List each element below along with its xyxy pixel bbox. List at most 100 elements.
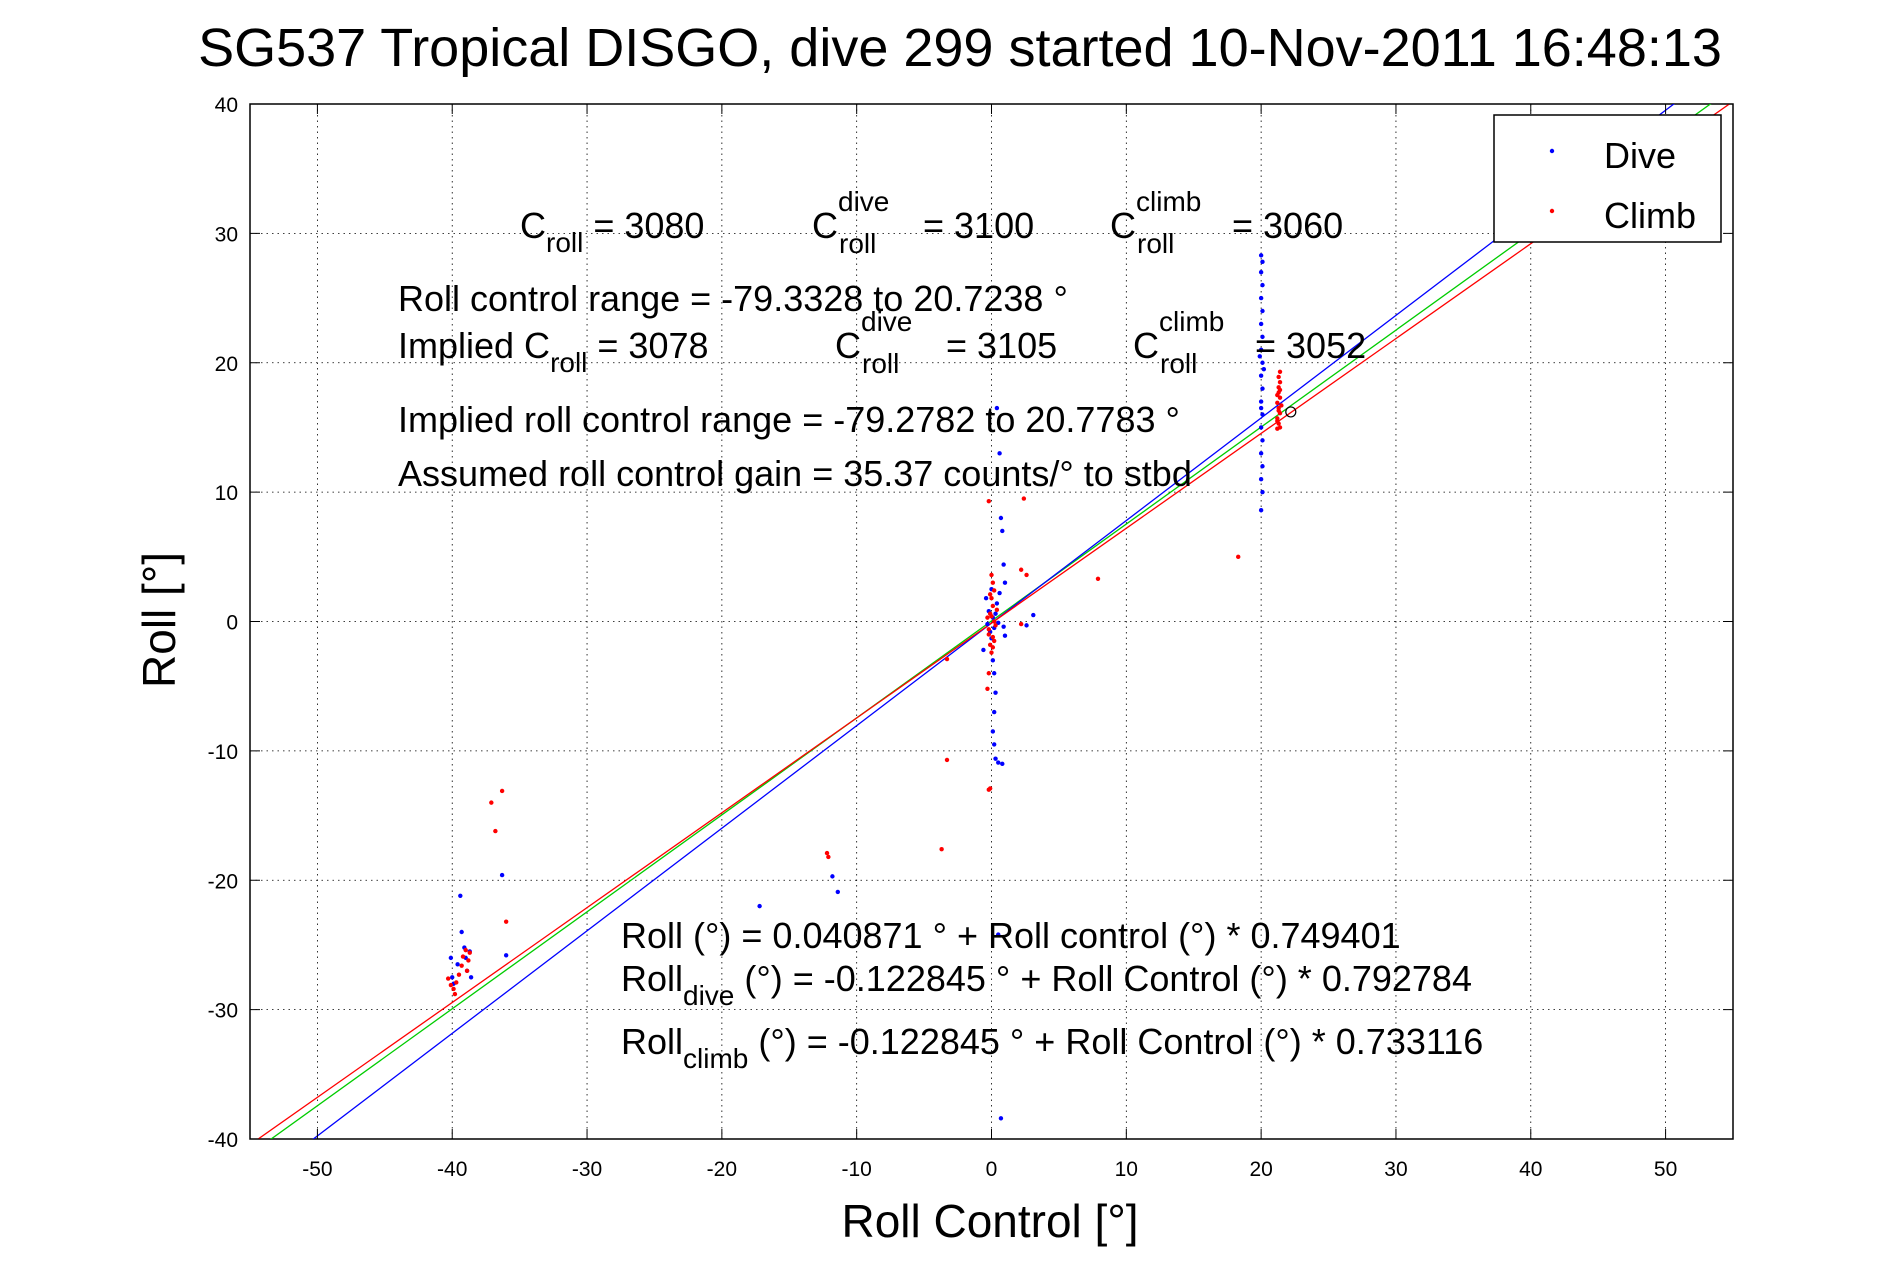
dive-point	[448, 955, 454, 961]
climb-point	[989, 650, 994, 655]
dive-point	[991, 671, 997, 676]
dive-point	[1260, 282, 1265, 288]
climb-point	[1021, 496, 1027, 501]
dive-point	[1260, 386, 1265, 391]
dive-point	[1002, 580, 1008, 585]
climb-point	[991, 638, 997, 644]
climb-point	[990, 634, 996, 640]
annotation-implied-range: Implied roll control range = -79.2782 to…	[398, 399, 1180, 440]
climb-point	[994, 607, 1000, 613]
dive-point	[1260, 308, 1265, 314]
dive-point	[1000, 761, 1005, 767]
x-tick-label: -10	[842, 1158, 872, 1181]
climb-point	[1275, 400, 1280, 406]
legend-climb-label: Climb	[1604, 195, 1696, 236]
dive-point	[1258, 405, 1264, 411]
y-tick-label: -30	[208, 1000, 238, 1023]
dive-point	[1260, 360, 1265, 365]
x-axis-label: Roll Control [°]	[841, 1195, 1138, 1247]
dive-point	[994, 405, 1000, 411]
dive-point	[1260, 412, 1265, 417]
dive-point	[1001, 562, 1006, 567]
climb-point	[1018, 567, 1024, 572]
dive-point	[991, 742, 997, 747]
dive-point	[835, 889, 841, 895]
climb-point	[1024, 572, 1029, 578]
climb-point	[459, 963, 464, 968]
dive-point	[458, 893, 463, 898]
climb-point	[986, 632, 992, 637]
annotation-roll-control-range: Roll control range = -79.3328 to 20.7238…	[398, 278, 1068, 319]
climb-point	[989, 596, 994, 601]
dive-point	[1258, 347, 1264, 353]
climb-point	[445, 976, 451, 981]
climb-point	[460, 954, 466, 959]
dive-point	[499, 872, 505, 878]
climb-point	[503, 919, 509, 924]
y-tick-label: 30	[215, 223, 238, 246]
fit-line-climb	[257, 104, 1731, 1139]
dive-point	[1001, 624, 1006, 629]
climb-point	[991, 588, 997, 593]
climb-point	[987, 592, 993, 597]
dive-point	[1260, 489, 1265, 495]
climb-point	[824, 850, 830, 856]
climb-point	[499, 788, 505, 794]
data-points	[445, 253, 1297, 1121]
climb-point	[451, 986, 456, 992]
climb-point	[464, 968, 470, 974]
dive-point	[1258, 476, 1264, 482]
annotation-fit-climb: Rollclimb (°) = -0.122845 ° + Roll Contr…	[621, 1021, 1483, 1074]
dive-point	[1257, 354, 1262, 359]
climb-point	[990, 645, 996, 650]
y-tick-label: 0	[226, 612, 238, 635]
annotation-c-roll: Croll = 3080	[520, 205, 704, 258]
axis-ticks: -50 -40 -30 -20 -10 0 10 20 30 40 50 -40 -30 -20 -10 0 1…	[208, 94, 1733, 1181]
x-tick-label: 0	[986, 1158, 998, 1181]
dive-point	[996, 932, 1001, 937]
dive-point	[1260, 464, 1265, 469]
dive-point	[1258, 508, 1264, 513]
climb-point	[990, 580, 996, 585]
climb-point	[1095, 576, 1101, 582]
dive-point	[996, 760, 1001, 765]
fit-lines	[257, 104, 1731, 1139]
annotation-implied-c-roll-dive: Cdive roll = 3105	[835, 306, 1057, 379]
annotation-c-roll-climb: Cclimb roll = 3060	[1110, 186, 1343, 259]
y-tick-label: -20	[208, 870, 238, 893]
legend-box	[1493, 114, 1722, 243]
dive-point	[459, 929, 464, 935]
dive-point	[993, 690, 998, 695]
climb-point	[1277, 379, 1283, 385]
fit-line-all	[270, 104, 1712, 1139]
climb-point	[1275, 392, 1280, 398]
climb-point	[985, 615, 990, 620]
dive-point	[985, 621, 990, 627]
climb-point	[1018, 621, 1024, 627]
climb-point	[1275, 418, 1280, 424]
climb-point	[448, 982, 454, 988]
climb-point	[991, 619, 997, 624]
dive-point	[993, 611, 998, 616]
climb-point	[985, 686, 990, 691]
climb-point	[944, 757, 950, 763]
climb-point	[986, 787, 992, 792]
climb-point	[939, 847, 944, 852]
dive-point	[997, 451, 1002, 456]
y-tick-label: 10	[215, 482, 238, 505]
chart-title: SG537 Tropical DISGO, dive 299 started 1…	[198, 18, 1722, 78]
dive-point	[997, 590, 1002, 596]
dive-point	[455, 962, 460, 967]
climb-point	[993, 623, 998, 628]
dive-point	[1002, 633, 1008, 638]
dive-point	[1258, 451, 1264, 456]
legend-dive-label: Dive	[1604, 135, 1676, 176]
dive-point	[1260, 334, 1265, 340]
dive-point	[1258, 321, 1264, 327]
climb-point	[989, 614, 994, 619]
climb-point	[944, 656, 950, 662]
climb-point	[463, 947, 468, 953]
x-tick-label: -50	[302, 1158, 332, 1181]
annotation-fit-dive: Rolldive (°) = -0.122845 ° + Roll Contro…	[621, 958, 1472, 1011]
x-tick-label: -40	[437, 1158, 467, 1181]
